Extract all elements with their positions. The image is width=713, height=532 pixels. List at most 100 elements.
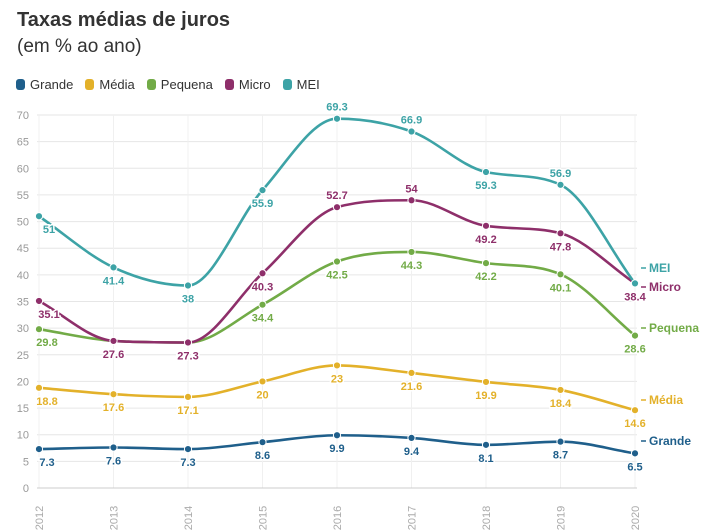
data-point — [332, 257, 342, 266]
data-label: 27.6 — [103, 349, 124, 361]
data-point — [258, 438, 267, 447]
legend-swatch — [282, 79, 292, 90]
data-point — [556, 180, 565, 189]
legend-item-grande[interactable]: Grande — [16, 77, 73, 92]
data-label: 8.1 — [478, 453, 493, 465]
x-tick-label: 2016 — [332, 506, 344, 530]
data-label: 35.1 — [38, 309, 59, 321]
y-tick-label: 55 — [17, 190, 29, 202]
data-point — [481, 259, 491, 268]
y-tick-label: 35 — [17, 297, 29, 309]
data-label: 55.9 — [252, 198, 273, 210]
data-point — [34, 212, 44, 221]
data-label: 51 — [43, 224, 55, 236]
x-tick-label: 2020 — [630, 506, 642, 530]
y-tick-label: 25 — [17, 350, 29, 362]
data-label: 41.4 — [103, 275, 125, 287]
x-tick-label: 2013 — [109, 506, 121, 530]
data-label: 9.9 — [329, 443, 344, 455]
legend-label: Pequena — [160, 77, 213, 92]
y-tick-label: 70 — [17, 110, 29, 122]
legend-item-média[interactable]: Média — [85, 77, 135, 92]
data-label: 18.8 — [36, 396, 57, 408]
data-point — [407, 196, 416, 205]
data-label: 14.6 — [624, 418, 645, 430]
series-mei — [34, 114, 640, 290]
data-point — [481, 167, 491, 177]
data-label: 34.4 — [252, 313, 274, 325]
data-label: 7.3 — [39, 457, 54, 469]
data-label: 44.3 — [401, 260, 422, 272]
data-point — [332, 203, 342, 212]
y-tick-label: 10 — [17, 430, 29, 442]
data-label: 27.3 — [177, 351, 198, 363]
x-tick-label: 2017 — [407, 506, 419, 530]
series-média — [34, 361, 640, 415]
y-tick-label: 5 — [23, 456, 29, 468]
data-point — [258, 269, 267, 278]
data-point — [258, 186, 267, 195]
data-point — [34, 383, 44, 392]
data-point — [109, 263, 118, 272]
data-label: 20 — [256, 389, 268, 401]
y-tick-label: 65 — [17, 137, 29, 149]
y-tick-label: 60 — [17, 163, 29, 175]
series-end-label: MEI — [649, 261, 670, 275]
x-tick-label: 2018 — [481, 506, 493, 530]
y-tick-label: 0 — [23, 483, 29, 495]
data-label: 8.6 — [255, 450, 270, 462]
x-tick-label: 2015 — [258, 506, 270, 530]
y-tick-label: 30 — [17, 323, 29, 335]
data-label: 66.9 — [401, 115, 422, 127]
data-label: 7.3 — [180, 457, 195, 469]
chart-legend: Grande Média Pequena Micro MEI — [16, 77, 332, 92]
y-tick-label: 15 — [17, 403, 29, 415]
data-point — [109, 443, 118, 452]
y-tick-label: 45 — [17, 243, 29, 255]
data-label: 21.6 — [401, 381, 422, 393]
data-label: 23 — [331, 373, 343, 385]
data-point — [183, 338, 193, 347]
legend-item-mei[interactable]: MEI — [282, 77, 320, 92]
data-point — [630, 406, 640, 415]
data-point — [556, 229, 565, 238]
series-end-label: Grande — [649, 434, 691, 448]
data-point — [332, 361, 342, 370]
data-point — [630, 279, 640, 288]
data-label: 17.1 — [177, 405, 198, 417]
legend-item-pequena[interactable]: Pequena — [146, 77, 213, 92]
data-label: 38.4 — [624, 291, 646, 303]
legend-label: Grande — [30, 77, 74, 92]
data-label: 6.5 — [627, 461, 642, 473]
data-point — [258, 377, 267, 386]
data-label: 17.6 — [103, 402, 124, 414]
data-label: 9.4 — [404, 446, 420, 458]
data-point — [556, 437, 565, 446]
data-point — [407, 433, 416, 443]
data-label: 42.2 — [475, 271, 496, 283]
data-point — [630, 449, 640, 458]
data-label: 59.3 — [475, 180, 496, 192]
data-label: 19.9 — [475, 390, 496, 402]
chart-title: Taxas médias de juros — [17, 9, 231, 31]
legend-item-micro[interactable]: Micro — [224, 77, 271, 92]
y-tick-label: 50 — [17, 217, 29, 229]
data-label: 40.3 — [252, 281, 273, 293]
legend-label: MEI — [296, 77, 320, 92]
chart-subtitle: (em % ao ano) — [17, 36, 142, 57]
legend-swatch — [85, 79, 95, 90]
data-label: 29.8 — [36, 337, 57, 349]
data-point — [407, 127, 416, 136]
data-label: 69.3 — [326, 102, 347, 114]
data-point — [481, 377, 491, 387]
data-point — [556, 385, 565, 395]
x-tick-label: 2012 — [34, 506, 46, 530]
data-label: 42.5 — [326, 270, 347, 282]
data-label: 7.6 — [106, 456, 121, 468]
data-point — [630, 331, 640, 340]
data-label: 47.8 — [550, 241, 571, 253]
data-point — [109, 390, 118, 399]
series-grande — [34, 431, 640, 458]
data-label: 27.6 — [103, 349, 124, 361]
